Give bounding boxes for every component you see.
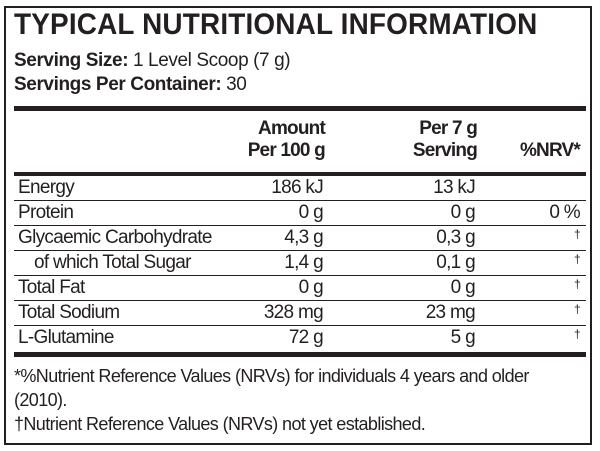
serving-size-label: Serving Size: — [14, 50, 129, 71]
per-100g-value: 0 g — [298, 277, 324, 298]
header-line: Serving — [412, 140, 478, 161]
nrv-value: † — [574, 327, 581, 341]
nutrient-name: Energy — [18, 177, 75, 198]
nrv-value: † — [574, 252, 581, 266]
per-100g-value: 1,4 g — [284, 252, 323, 273]
nrv-value: † — [574, 277, 581, 291]
nutrition-panel — [4, 6, 592, 445]
serving-size-value: 1 Level Scoop (7 g) — [133, 50, 291, 71]
per-100g-value: 4,3 g — [284, 227, 323, 248]
panel-title: TYPICAL NUTRITIONAL INFORMATION — [14, 8, 538, 41]
nrv-value: † — [574, 227, 581, 241]
per-100g-value: 328 mg — [263, 302, 324, 323]
per-serving-value: 0,1 g — [436, 252, 475, 273]
header-line: Per 7 g — [419, 118, 478, 139]
header-nrv: %NRV* — [519, 140, 581, 161]
header-per-100g: Amount Per 100 g — [247, 118, 326, 162]
per-100g-value: 72 g — [288, 327, 324, 348]
serving-size: Serving Size: 1 Level Scoop (7 g) — [14, 50, 291, 72]
footnote-nrv: *%Nutrient Reference Values (NRVs) for i… — [14, 366, 529, 410]
table-row: Total Fat 0 g 0 g † — [14, 276, 586, 301]
table-row: Total Sodium 328 mg 23 mg † — [14, 301, 586, 326]
divider — [14, 352, 586, 357]
per-serving-value: 0 g — [450, 202, 476, 223]
per-100g-value: 186 kJ — [271, 177, 323, 198]
nutrient-name: Protein — [18, 202, 74, 223]
divider — [14, 106, 586, 111]
per-serving-value: 13 kJ — [433, 177, 476, 198]
divider — [14, 172, 586, 176]
footnotes: *%Nutrient Reference Values (NRVs) for i… — [14, 364, 584, 436]
nutrient-name: Glycaemic Carbohydrate — [18, 227, 212, 248]
table-row: Energy 186 kJ 13 kJ — [14, 176, 586, 201]
servings-value: 30 — [226, 74, 247, 95]
per-serving-value: 0,3 g — [436, 227, 475, 248]
per-serving-value: 23 mg — [425, 302, 476, 323]
header-per-serving: Per 7 g Serving — [412, 118, 478, 162]
servings-label: Servings Per Container: — [14, 74, 222, 95]
nutrient-name: L-Glutamine — [18, 327, 114, 348]
header-line: Per 100 g — [247, 140, 326, 161]
nrv-value: 0 % — [549, 202, 580, 223]
table-row: L-Glutamine 72 g 5 g † — [14, 326, 586, 350]
footnote-dagger: †Nutrient Reference Values (NRVs) not ye… — [14, 414, 426, 434]
servings-per-container: Servings Per Container: 30 — [14, 74, 247, 96]
table-row: Protein 0 g 0 g 0 % — [14, 201, 586, 226]
per-100g-value: 0 g — [298, 202, 324, 223]
per-serving-value: 5 g — [450, 327, 476, 348]
nutrient-name: Total Fat — [18, 277, 85, 298]
nutrient-name: Total Sodium — [18, 302, 120, 323]
table-row: Glycaemic Carbohydrate 4,3 g 0,3 g † — [14, 226, 586, 251]
nrv-value: † — [574, 302, 581, 316]
nutrient-name: of which Total Sugar — [34, 252, 191, 273]
header-line: Amount — [258, 118, 326, 139]
table-row: of which Total Sugar 1,4 g 0,1 g † — [14, 251, 586, 276]
per-serving-value: 0 g — [450, 277, 476, 298]
